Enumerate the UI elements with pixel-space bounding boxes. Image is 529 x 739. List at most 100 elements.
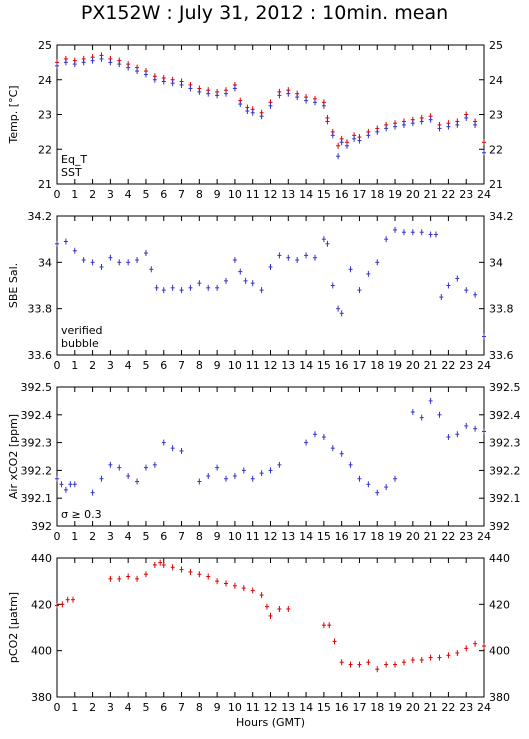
x-tick-label: 23	[459, 701, 473, 714]
x-tick-label: 19	[388, 701, 402, 714]
y-tick-label-left: 400	[31, 645, 52, 658]
x-tick-label: 12	[264, 530, 278, 543]
x-tick-label: 4	[125, 359, 132, 372]
x-tick-label: 6	[160, 701, 167, 714]
x-tick-label: 5	[142, 530, 149, 543]
x-tick-label: 1	[71, 359, 78, 372]
x-tick-label: 3	[107, 701, 114, 714]
x-tick-label: 22	[441, 530, 455, 543]
x-tick-label: 13	[281, 530, 295, 543]
x-tick-label: 16	[335, 701, 349, 714]
x-tick-label: 12	[264, 701, 278, 714]
x-tick-label: 8	[196, 188, 203, 201]
y-tick-label-right: 22	[489, 143, 503, 156]
x-tick-label: 16	[335, 188, 349, 201]
x-tick-label: 1	[71, 188, 78, 201]
x-tick-label: 20	[406, 701, 420, 714]
y-tick-label-right: 392.3	[489, 437, 521, 450]
x-tick-label: 24	[477, 359, 491, 372]
x-tick-label: 5	[142, 701, 149, 714]
x-tick-label: 15	[317, 530, 331, 543]
legend-entry: σ ≥ 0.3	[61, 508, 102, 521]
x-tick-label: 2	[89, 530, 96, 543]
x-tick-label: 10	[228, 188, 242, 201]
x-tick-label: 22	[441, 188, 455, 201]
x-tick-label: 13	[281, 701, 295, 714]
x-tick-label: 12	[264, 188, 278, 201]
y-tick-label-left: 392.2	[21, 464, 53, 477]
x-tick-label: 7	[178, 188, 185, 201]
y-tick-label-left: 392.4	[21, 409, 53, 422]
y-tick-label-left: 24	[38, 74, 52, 87]
x-tick-label: 20	[406, 188, 420, 201]
x-tick-label: 23	[459, 530, 473, 543]
x-tick-label: 20	[406, 530, 420, 543]
x-tick-label: 8	[196, 530, 203, 543]
y-tick-label-right: 34	[489, 256, 503, 269]
x-tick-label: 23	[459, 359, 473, 372]
y-tick-label-left: 23	[38, 109, 52, 122]
x-tick-label: 1	[71, 530, 78, 543]
y-axis-label: pCO2 [μatm]	[7, 592, 20, 663]
y-tick-label-right: 392.2	[489, 464, 521, 477]
x-tick-label: 13	[281, 359, 295, 372]
x-tick-label: 24	[477, 188, 491, 201]
y-tick-label-right: 34.2	[489, 210, 514, 223]
y-tick-label-right: 33.8	[489, 303, 514, 316]
x-tick-label: 17	[352, 701, 366, 714]
x-tick-label: 8	[196, 359, 203, 372]
plot-frame-1	[56, 215, 485, 356]
x-tick-label: 19	[388, 188, 402, 201]
x-tick-label: 20	[406, 359, 420, 372]
x-tick-label: 9	[214, 701, 221, 714]
y-tick-label-left: 440	[31, 552, 52, 565]
x-tick-label: 10	[228, 530, 242, 543]
x-tick-label: 23	[459, 188, 473, 201]
y-tick-label-right: 23	[489, 109, 503, 122]
y-tick-label-left: 33.6	[28, 349, 53, 362]
x-tick-label: 22	[441, 359, 455, 372]
x-tick-label: 17	[352, 188, 366, 201]
x-tick-label: 24	[477, 701, 491, 714]
y-tick-label-left: 380	[31, 691, 52, 704]
x-tick-label: 18	[370, 701, 384, 714]
y-tick-label-left: 34.2	[28, 210, 53, 223]
x-tick-label: 2	[89, 188, 96, 201]
x-tick-label: 5	[142, 188, 149, 201]
x-tick-label: 3	[107, 359, 114, 372]
x-tick-label: 3	[107, 188, 114, 201]
x-tick-label: 4	[125, 530, 132, 543]
x-tick-label: 21	[424, 188, 438, 201]
y-axis-label: Temp. [°C]	[7, 85, 20, 144]
y-tick-label-left: 33.8	[28, 303, 53, 316]
x-tick-label: 21	[424, 530, 438, 543]
x-tick-label: 18	[370, 359, 384, 372]
x-tick-label: 0	[54, 188, 61, 201]
y-tick-label-right: 21	[489, 178, 503, 191]
y-tick-label-left: 21	[38, 178, 52, 191]
y-tick-label-right: 25	[489, 39, 503, 52]
y-tick-label-right: 24	[489, 74, 503, 87]
y-tick-label-left: 392.3	[21, 437, 53, 450]
x-tick-label: 6	[160, 188, 167, 201]
y-tick-label-right: 420	[489, 598, 510, 611]
x-tick-label: 7	[178, 359, 185, 372]
legend-entry: bubble	[61, 337, 99, 350]
x-tick-label: 14	[299, 701, 313, 714]
x-tick-label: 17	[352, 359, 366, 372]
x-tick-label: 0	[54, 530, 61, 543]
x-tick-label: 8	[196, 701, 203, 714]
x-tick-label: 17	[352, 530, 366, 543]
x-tick-label: 16	[335, 359, 349, 372]
x-tick-label: 14	[299, 188, 313, 201]
x-tick-label: 0	[54, 701, 61, 714]
x-tick-label: 9	[214, 188, 221, 201]
y-tick-label-right: 380	[489, 691, 510, 704]
x-tick-label: 12	[264, 359, 278, 372]
x-tick-label: 5	[142, 359, 149, 372]
x-tick-label: 2	[89, 359, 96, 372]
x-tick-label: 0	[54, 359, 61, 372]
y-axis-label: SBE Sal.	[7, 263, 20, 308]
y-tick-label-left: 22	[38, 143, 52, 156]
